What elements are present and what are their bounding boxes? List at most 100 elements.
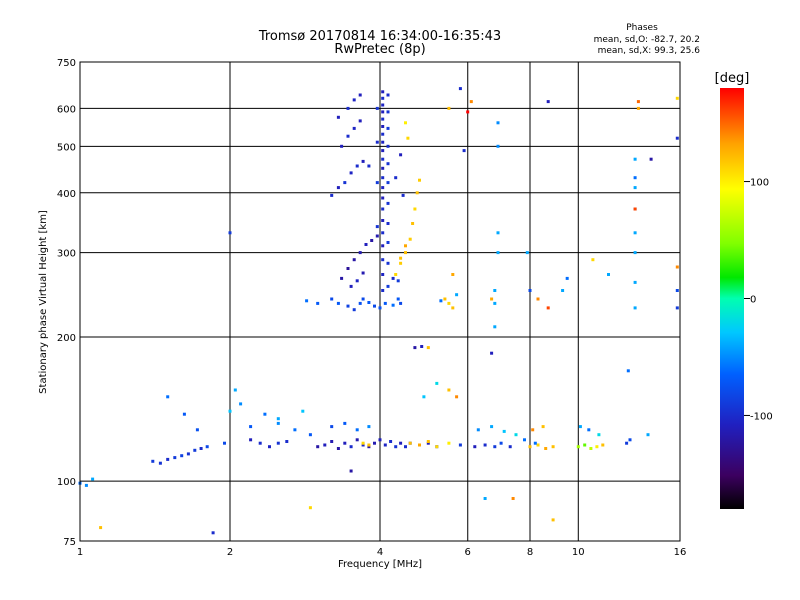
- data-point: [381, 132, 385, 136]
- data-point: [293, 428, 297, 432]
- data-point: [443, 297, 447, 301]
- data-point: [346, 267, 350, 270]
- data-point: [355, 438, 359, 442]
- data-point: [466, 110, 470, 114]
- data-point: [340, 144, 344, 148]
- colorbar-tick-label: 100: [750, 178, 769, 189]
- x-tick-label: 1: [77, 547, 83, 558]
- y-axis-label: Stationary phase Virtual Height [km]: [38, 210, 49, 394]
- y-tick-label: 600: [57, 104, 76, 115]
- data-point: [316, 301, 320, 305]
- data-point: [576, 445, 580, 449]
- data-point: [361, 271, 365, 275]
- data-point: [408, 441, 412, 445]
- data-point: [399, 441, 403, 445]
- data-point: [330, 193, 334, 197]
- data-point: [394, 445, 398, 449]
- data-point: [523, 438, 526, 442]
- data-point: [263, 412, 267, 416]
- colorbar: [720, 88, 744, 509]
- data-point: [367, 164, 371, 168]
- data-point: [381, 207, 385, 211]
- data-point: [646, 433, 650, 437]
- data-point: [536, 443, 540, 447]
- data-point: [633, 176, 637, 180]
- y-tick-label: 750: [57, 58, 76, 69]
- data-point: [375, 234, 379, 238]
- data-point: [367, 425, 371, 429]
- data-point: [490, 297, 494, 301]
- data-point: [381, 244, 385, 248]
- data-point: [285, 440, 289, 443]
- data-point: [451, 273, 455, 276]
- data-point: [375, 225, 379, 229]
- data-point: [451, 306, 455, 310]
- data-point: [514, 433, 518, 437]
- data-point: [211, 531, 215, 535]
- data-point: [180, 454, 184, 458]
- data-point: [386, 201, 390, 205]
- data-point: [268, 445, 271, 449]
- x-tick-labels: 1 2 4 6 8 10 16: [77, 547, 687, 558]
- data-point: [636, 106, 640, 110]
- data-point: [386, 284, 390, 288]
- data-point: [158, 461, 162, 465]
- y-tick-label: 75: [63, 537, 76, 548]
- y-tick-labels: 75 100 200 300 400 500 600 750: [57, 58, 76, 548]
- data-point: [352, 258, 356, 262]
- data-point: [528, 445, 532, 449]
- data-point: [99, 526, 103, 530]
- data-point: [551, 445, 555, 449]
- data-point: [625, 441, 629, 445]
- data-point: [528, 289, 532, 292]
- data-point: [396, 279, 400, 283]
- data-point: [415, 191, 419, 195]
- data-point: [346, 106, 350, 110]
- data-point: [426, 441, 430, 445]
- data-point: [193, 448, 197, 452]
- data-point: [511, 497, 515, 500]
- data-point: [373, 304, 376, 308]
- data-point: [381, 149, 385, 153]
- data-point: [447, 301, 451, 305]
- data-point: [386, 93, 390, 97]
- data-points: [78, 87, 679, 535]
- data-point: [364, 243, 368, 246]
- data-point: [483, 443, 487, 447]
- data-point: [447, 441, 451, 445]
- data-point: [381, 289, 385, 292]
- x-tick-label: 4: [377, 547, 383, 558]
- data-point: [399, 153, 403, 157]
- data-point: [525, 251, 529, 255]
- data-point: [84, 483, 88, 487]
- data-point: [595, 445, 599, 449]
- y-tick-label: 400: [57, 189, 76, 200]
- data-point: [336, 186, 340, 190]
- data-point: [367, 445, 371, 449]
- data-point: [349, 284, 353, 288]
- data-point: [633, 157, 637, 161]
- data-point: [493, 289, 497, 292]
- data-point: [447, 388, 451, 392]
- data-point: [308, 433, 312, 437]
- data-point: [426, 346, 430, 350]
- data-point: [358, 251, 362, 255]
- data-point: [633, 251, 637, 255]
- data-point: [381, 231, 385, 235]
- data-point: [381, 117, 385, 121]
- data-point: [349, 469, 353, 473]
- x-axis-label: Frequency [MHz]: [338, 559, 422, 570]
- data-point: [499, 441, 503, 445]
- data-point: [308, 506, 312, 510]
- data-point: [426, 440, 430, 443]
- data-point: [166, 457, 170, 461]
- data-point: [546, 100, 550, 104]
- data-point: [166, 395, 170, 399]
- data-point: [301, 409, 305, 413]
- data-point: [389, 440, 393, 443]
- data-point: [597, 433, 601, 437]
- data-point: [546, 306, 550, 310]
- data-point: [249, 425, 253, 429]
- data-point: [399, 301, 403, 305]
